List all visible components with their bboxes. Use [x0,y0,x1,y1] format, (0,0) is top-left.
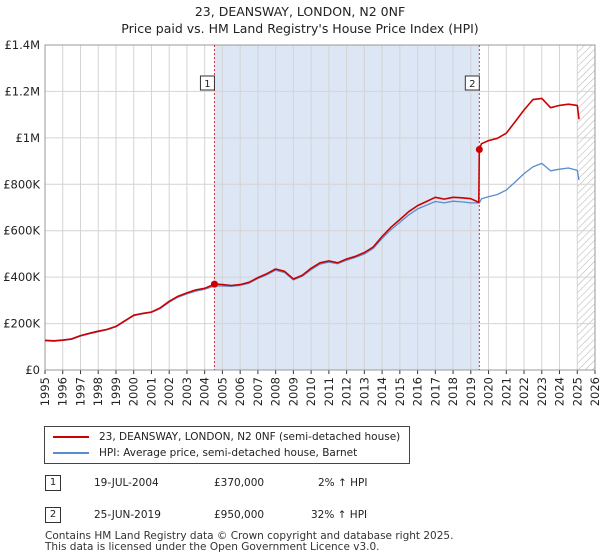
legend-line-hpi [53,452,89,454]
transaction-price: £950,000 [214,509,265,521]
x-tick-label: 2002 [162,377,176,406]
y-tick-label: £0 [25,363,40,377]
x-tick-label: 2025 [570,377,584,406]
x-tick-label: 2003 [180,377,194,406]
x-tick-label: 1995 [38,377,52,406]
forecast-hatch [577,45,595,370]
x-tick-label: 2017 [428,377,442,406]
x-tick-label: 2019 [464,377,478,406]
footer-copyright: Contains HM Land Registry data © Crown c… [45,530,454,542]
chart-subtitle: Price paid vs. HM Land Registry's House … [121,21,479,36]
chart-title: 23, DEANSWAY, LONDON, N2 0NF [194,4,406,19]
y-tick-label: £1M [15,131,40,145]
series-group [45,97,580,342]
sale-point [210,280,218,288]
x-tick-label: 2001 [144,377,158,406]
x-tick-label: 2013 [357,377,371,406]
x-tick-label: 2014 [375,377,389,406]
transaction-date: 19-JUL-2004 [94,477,159,489]
x-tick-label: 2023 [535,377,549,406]
footer: Contains HM Land Registry data © Crown c… [45,531,453,553]
x-tick-label: 1998 [91,377,105,406]
transaction-date: 25-JUN-2019 [94,509,161,521]
x-tick-label: 2007 [251,377,265,406]
x-tick-label: 2015 [393,377,407,406]
x-tick-label: 2010 [304,377,318,406]
footer-licence: This data is licensed under the Open Gov… [45,541,380,553]
x-tick-label: 2000 [127,377,141,406]
x-tick-label: 1999 [109,377,123,406]
x-tick-label: 2021 [499,377,513,406]
x-tick-label: 1997 [73,377,87,406]
x-tick-label: 2022 [517,377,531,406]
sale-label: 1 [204,79,210,90]
x-tick-label: 2004 [198,377,212,406]
x-tick-label: 2020 [482,377,496,406]
chart-legend: 23, DEANSWAY, LONDON, N2 0NF (semi-detac… [44,426,410,464]
transaction-price: £370,000 [214,477,265,489]
legend-line-property [53,436,89,438]
x-tick-label: 2012 [340,377,354,406]
legend-label-hpi: HPI: Average price, semi-detached house,… [99,447,358,459]
sale-label-box [464,75,480,91]
y-tick-label: £1.4M [4,38,40,52]
transaction-hpi-change: 32% ↑ HPI [311,509,368,521]
x-tick-label: 2009 [286,377,300,406]
sale-label-box [199,75,215,91]
transaction-marker-1: 1 [45,475,61,491]
y-tick-label: £600K [3,224,40,238]
legend-label-property: 23, DEANSWAY, LONDON, N2 0NF (semi-detac… [99,431,401,443]
x-tick-label: 2005 [215,377,229,406]
transaction-marker-2: 2 [45,507,61,523]
x-tick-label: 2024 [553,377,567,406]
sale-point [475,145,483,153]
x-tick-label: 2016 [411,377,425,406]
sale-label: 2 [469,79,475,90]
x-tick-label: 2018 [446,377,460,406]
x-tick-label: 2006 [233,377,247,406]
x-tick-label: 2026 [588,377,600,406]
y-tick-label: £400K [3,270,40,284]
x-tick-label: 1996 [56,377,70,406]
y-tick-label: £800K [3,177,40,191]
x-tick-label: 2011 [322,377,336,406]
property-price-line [45,97,580,342]
price-chart: £0 £200K £400K £600K £800K £1M £1.2M £1.4M 1995 1… [3,38,600,406]
y-tick-label: £200K [3,317,40,331]
transaction-hpi-change: 2% ↑ HPI [318,477,368,489]
plot-frame [44,44,596,371]
y-tick-label: £1.2M [4,84,40,98]
x-tick-label: 2008 [269,377,283,406]
